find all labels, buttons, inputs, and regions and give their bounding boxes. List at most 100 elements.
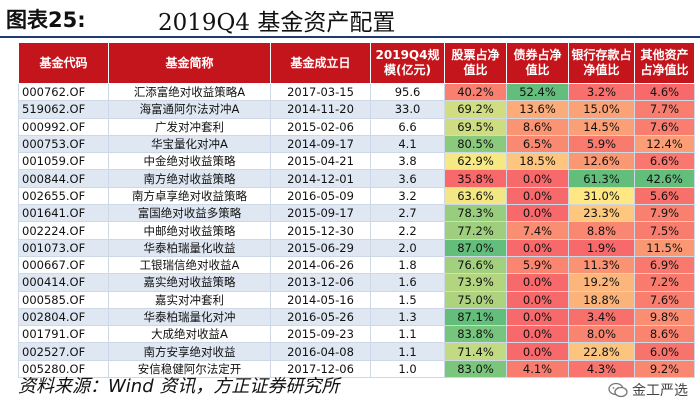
fund-code-cell: 000753.OF xyxy=(18,134,109,154)
scale-cell: 6.6 xyxy=(370,117,445,136)
header-other-ratio: 其他资产占净值比 xyxy=(634,42,695,84)
fund-code-cell: 000414.OF xyxy=(18,273,109,292)
fund-name-cell: 工银瑞信绝对收益A xyxy=(108,255,271,275)
deposit-ratio-cell: 8.8% xyxy=(568,221,635,240)
scale-cell: 2.7 xyxy=(370,204,445,223)
inception-date-cell: 2015-04-21 xyxy=(270,152,371,171)
scale-cell: 3.6 xyxy=(370,169,445,188)
header-fund-name: 基金简称 xyxy=(108,42,271,84)
fund-name-cell: 安信稳健阿尔法定开 xyxy=(108,359,271,379)
inception-date-cell: 2014-09-17 xyxy=(270,134,371,154)
bond-ratio-cell: 13.6% xyxy=(506,100,569,119)
inception-date-cell: 2014-05-16 xyxy=(270,290,371,309)
table-row: 000762.OF 汇添富绝对收益策略A 2017-03-15 95.6 40.2% 52… xyxy=(18,82,695,102)
fund-name-cell: 中邮绝对收益策略 xyxy=(108,221,271,240)
fund-name-cell: 华宝量化对冲A xyxy=(108,134,271,154)
fund-code-cell: 000844.OF xyxy=(18,169,109,188)
table-row: 001641.OF 富国绝对收益多策略 2015-09-17 2.7 78.3% 0.0%… xyxy=(18,204,695,223)
other-ratio-cell: 7.9% xyxy=(634,204,695,223)
stock-ratio-cell: 83.0% xyxy=(444,359,507,379)
fund-code-cell: 002804.OF xyxy=(18,307,109,327)
table-row: 005280.OF 安信稳健阿尔法定开 2017-12-06 1.0 83.0% 4.1%… xyxy=(18,359,695,379)
table-row: 001791.OF 大成绝对收益A 2015-09-23 1.1 83.8% 0.0% 8.… xyxy=(18,325,695,344)
scale-cell: 1.1 xyxy=(370,342,445,361)
scale-cell: 3.2 xyxy=(370,186,445,206)
figure-label: 图表25: xyxy=(6,8,86,32)
deposit-ratio-cell: 31.0% xyxy=(568,186,635,206)
stock-ratio-cell: 63.6% xyxy=(444,186,507,206)
fund-code-cell: 000762.OF xyxy=(18,82,109,102)
fund-name-cell: 嘉实绝对收益策略 xyxy=(108,273,271,292)
bond-ratio-cell: 18.5% xyxy=(506,152,569,171)
fund-code-cell: 001059.OF xyxy=(18,152,109,171)
bond-ratio-cell: 8.6% xyxy=(506,117,569,136)
table-body: 000762.OF 汇添富绝对收益策略A 2017-03-15 95.6 40.2% 52… xyxy=(18,82,695,379)
table-row: 000992.OF 广发对冲套利 2015-02-06 6.6 69.5% 8.6% 14.… xyxy=(18,117,695,136)
bond-ratio-cell: 0.0% xyxy=(506,204,569,223)
fund-code-cell: 001073.OF xyxy=(18,238,109,257)
stock-ratio-cell: 87.0% xyxy=(444,238,507,257)
header-stock-ratio: 股票占净值比 xyxy=(444,42,507,84)
deposit-ratio-cell: 4.3% xyxy=(568,359,635,379)
fund-code-cell: 002224.OF xyxy=(18,221,109,240)
fund-name-cell: 南方绝对收益策略 xyxy=(108,169,271,188)
table-header-row: 基金代码 基金简称 基金成立日 2019Q4规模(亿元) 股票占净值比 债券占净值比 银行存… xyxy=(18,42,695,84)
inception-date-cell: 2014-06-26 xyxy=(270,255,371,275)
other-ratio-cell: 7.6% xyxy=(634,290,695,309)
scale-cell: 1.0 xyxy=(370,359,445,379)
fund-name-cell: 南方安享绝对收益 xyxy=(108,342,271,361)
scale-cell: 2.2 xyxy=(370,221,445,240)
deposit-ratio-cell: 14.5% xyxy=(568,117,635,136)
bond-ratio-cell: 7.4% xyxy=(506,221,569,240)
table-row: 000667.OF 工银瑞信绝对收益A 2014-06-26 1.8 76.6% 5.9%… xyxy=(18,255,695,275)
deposit-ratio-cell: 11.3% xyxy=(568,255,635,275)
inception-date-cell: 2015-09-23 xyxy=(270,325,371,344)
other-ratio-cell: 9.8% xyxy=(634,307,695,327)
scale-cell: 4.1 xyxy=(370,134,445,154)
inception-date-cell: 2015-06-29 xyxy=(270,238,371,257)
watermark: 金工严选 xyxy=(608,380,688,400)
title-divider xyxy=(0,36,700,38)
stock-ratio-cell: 87.1% xyxy=(444,307,507,327)
scale-cell: 1.1 xyxy=(370,325,445,344)
fund-code-cell: 002527.OF xyxy=(18,342,109,361)
deposit-ratio-cell: 8.0% xyxy=(568,325,635,344)
header-scale: 2019Q4规模(亿元) xyxy=(370,42,445,84)
scale-cell: 1.6 xyxy=(370,273,445,292)
other-ratio-cell: 8.6% xyxy=(634,325,695,344)
stock-ratio-cell: 83.8% xyxy=(444,325,507,344)
other-ratio-cell: 4.6% xyxy=(634,82,695,102)
deposit-ratio-cell: 22.8% xyxy=(568,342,635,361)
fund-code-cell: 000992.OF xyxy=(18,117,109,136)
fund-code-cell: 002655.OF xyxy=(18,186,109,206)
stock-ratio-cell: 76.6% xyxy=(444,255,507,275)
fund-allocation-table: 基金代码 基金简称 基金成立日 2019Q4规模(亿元) 股票占净值比 债券占净值比 银行存… xyxy=(18,42,695,379)
bond-ratio-cell: 0.0% xyxy=(506,325,569,344)
deposit-ratio-cell: 1.9% xyxy=(568,238,635,257)
inception-date-cell: 2015-02-06 xyxy=(270,117,371,136)
bond-ratio-cell: 6.5% xyxy=(506,134,569,154)
scale-cell: 1.3 xyxy=(370,307,445,327)
inception-date-cell: 2015-09-17 xyxy=(270,204,371,223)
other-ratio-cell: 5.6% xyxy=(634,186,695,206)
inception-date-cell: 2016-04-08 xyxy=(270,342,371,361)
figure-title-bar: 图表25: 2019Q4 基金资产配置 xyxy=(0,0,700,36)
bond-ratio-cell: 0.0% xyxy=(506,307,569,327)
fund-code-cell: 001791.OF xyxy=(18,325,109,344)
scale-cell: 95.6 xyxy=(370,82,445,102)
fund-name-cell: 华泰柏瑞量化收益 xyxy=(108,238,271,257)
inception-date-cell: 2015-12-30 xyxy=(270,221,371,240)
table-row: 001059.OF 中金绝对收益策略 2015-04-21 3.8 62.9% 18.5%… xyxy=(18,152,695,171)
deposit-ratio-cell: 23.3% xyxy=(568,204,635,223)
table-row: 000414.OF 嘉实绝对收益策略 2013-12-06 1.6 73.9% 0.0% 1… xyxy=(18,273,695,292)
fund-name-cell: 中金绝对收益策略 xyxy=(108,152,271,171)
stock-ratio-cell: 62.9% xyxy=(444,152,507,171)
other-ratio-cell: 6.0% xyxy=(634,342,695,361)
stock-ratio-cell: 75.0% xyxy=(444,290,507,309)
fund-name-cell: 华泰柏瑞量化对冲 xyxy=(108,307,271,327)
table-row: 000844.OF 南方绝对收益策略 2014-12-01 3.6 35.8% 0.0% 6… xyxy=(18,169,695,188)
other-ratio-cell: 6.9% xyxy=(634,255,695,275)
deposit-ratio-cell: 12.6% xyxy=(568,152,635,171)
stock-ratio-cell: 80.5% xyxy=(444,134,507,154)
scale-cell: 3.8 xyxy=(370,152,445,171)
